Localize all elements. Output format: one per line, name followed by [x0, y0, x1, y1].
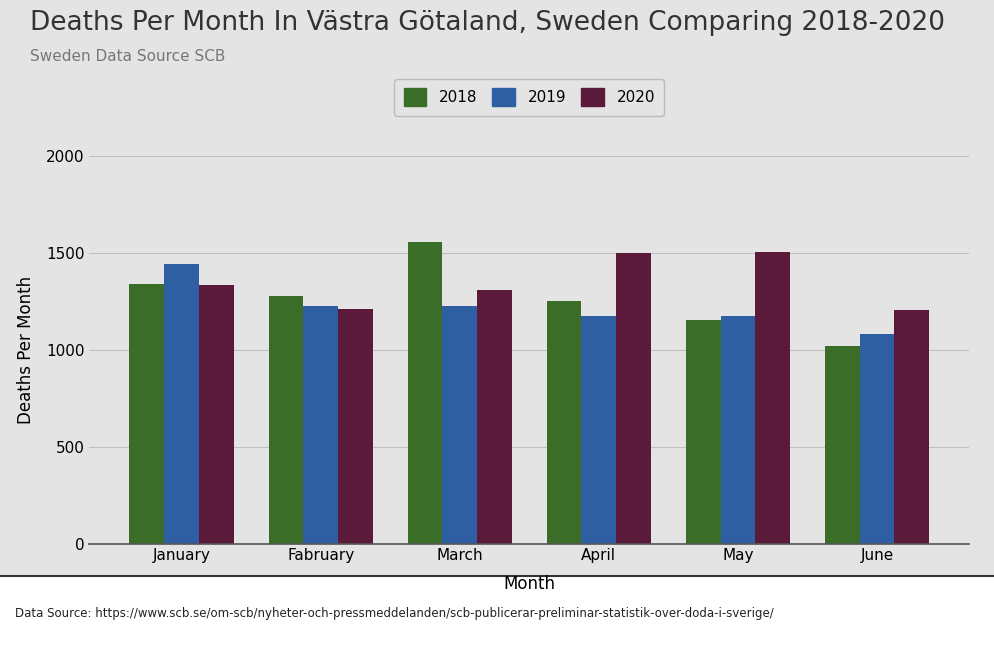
X-axis label: Month: Month [503, 575, 556, 592]
Bar [164, 264, 199, 544]
Bar [303, 307, 338, 544]
Bar [581, 316, 616, 544]
Bar [755, 252, 790, 544]
Bar [129, 284, 164, 544]
Bar [825, 346, 860, 544]
Bar [686, 320, 721, 544]
Bar [268, 296, 303, 544]
Legend: 2018, 2019, 2020: 2018, 2019, 2020 [395, 79, 664, 116]
Y-axis label: Deaths Per Month: Deaths Per Month [17, 276, 35, 424]
Bar [721, 316, 755, 544]
Bar [860, 335, 895, 544]
Bar [616, 253, 651, 544]
Bar [408, 242, 442, 544]
Bar [338, 309, 373, 544]
Text: Sweden Data Source SCB: Sweden Data Source SCB [30, 49, 226, 64]
Text: Deaths Per Month In Västra Götaland, Sweden Comparing 2018-2020: Deaths Per Month In Västra Götaland, Swe… [30, 10, 945, 36]
Bar [442, 307, 477, 544]
Bar [895, 311, 929, 544]
Bar [199, 285, 234, 544]
Bar [547, 301, 581, 544]
Text: Data Source: https://www.scb.se/om-scb/nyheter-och-pressmeddelanden/scb-publicer: Data Source: https://www.scb.se/om-scb/n… [15, 607, 773, 620]
Bar [477, 290, 512, 544]
